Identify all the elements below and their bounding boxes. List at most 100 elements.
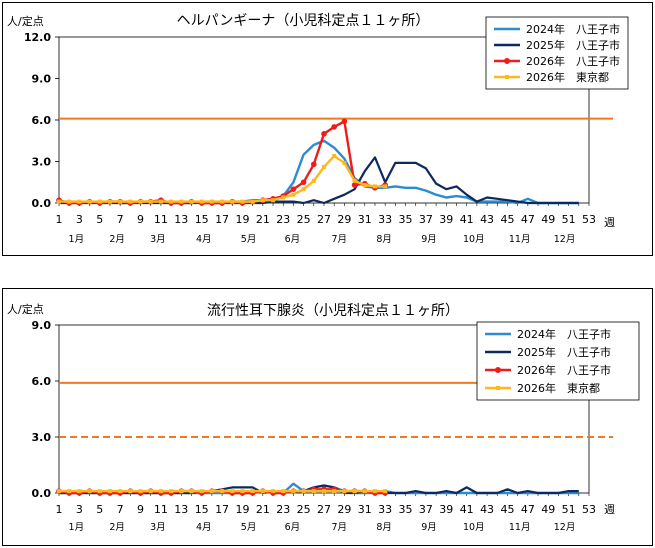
point-2026-tokyo <box>107 199 112 204</box>
legend-label-2024-hachioji: 2024年 八王子市 <box>517 327 611 341</box>
month-label: 2月 <box>109 522 125 533</box>
x-tick-label: 15 <box>195 503 209 516</box>
x-week-label: 週 <box>604 503 615 516</box>
point-2026-tokyo <box>179 489 184 494</box>
point-2026-hachioji <box>341 118 348 125</box>
point-2026-tokyo <box>342 489 347 494</box>
series-line-2026-tokyo <box>59 154 386 203</box>
point-2026-tokyo <box>372 184 377 189</box>
x-tick-label: 11 <box>154 503 168 516</box>
point-2026-tokyo <box>230 199 235 204</box>
point-2026-tokyo <box>332 153 337 158</box>
month-label: 1月 <box>69 234 85 245</box>
x-tick-label: 43 <box>480 503 494 516</box>
point-2026-tokyo <box>77 199 82 204</box>
helpangina-chart-panel: ヘルパンギーナ（小児科定点１１ヶ所） 人/定点 週 0.0 3.0 6.0 9.0 12… <box>2 2 653 256</box>
point-2026-tokyo <box>291 192 296 197</box>
month-label: 3月 <box>150 522 166 533</box>
month-label: 6月 <box>285 522 301 533</box>
point-2026-tokyo <box>87 489 92 494</box>
x-tick-label: 35 <box>399 213 413 226</box>
y-unit-label: 人/定点 <box>7 302 44 316</box>
point-2026-hachioji <box>321 131 327 137</box>
point-2026-tokyo <box>230 489 235 494</box>
point-2026-tokyo <box>291 489 296 494</box>
x-tick-label: 9 <box>137 213 144 226</box>
x-tick-label: 29 <box>337 503 351 516</box>
point-2026-tokyo <box>342 160 347 165</box>
x-tick-label: 45 <box>500 503 514 516</box>
y-tick-label: 0.0 <box>32 197 52 210</box>
month-label: 4月 <box>196 234 212 245</box>
legend: 2024年 八王子市 2025年 八王子市 2026年 八王子市 2026年 東京都 <box>476 321 640 401</box>
point-2026-tokyo <box>240 489 245 494</box>
x-tick-label: 13 <box>174 503 188 516</box>
point-2026-tokyo <box>128 199 133 204</box>
x-tick-label: 51 <box>562 503 576 516</box>
helpangina-chart: ヘルパンギーナ（小児科定点１１ヶ所） 人/定点 週 0.03.06.09.012… <box>7 13 629 245</box>
x-week-label: 週 <box>604 216 615 229</box>
point-2026-tokyo <box>281 489 286 494</box>
chart-title: ヘルパンギーナ（小児科定点１１ヶ所） <box>177 13 430 29</box>
x-tick-label: 3 <box>76 503 83 516</box>
month-label: 7月 <box>332 234 348 245</box>
y-tick-label: 3.0 <box>32 431 52 444</box>
x-tick-label: 35 <box>399 503 413 516</box>
x-tick-label: 5 <box>96 503 103 516</box>
x-tick-label: 43 <box>480 213 494 226</box>
y-tick-label: 12.0 <box>24 31 51 44</box>
x-tick-label: 49 <box>541 213 555 226</box>
point-2026-hachioji <box>290 186 297 192</box>
point-2026-hachioji <box>300 179 307 186</box>
legend: 2024年 八王子市 2025年 八王子市 2026年 八王子市 2026年 東京都 <box>485 16 629 90</box>
x-tick-label: 41 <box>460 213 474 226</box>
x-tick-label: 5 <box>96 213 103 226</box>
point-2026-tokyo <box>189 199 194 204</box>
x-tick-label: 7 <box>117 213 124 226</box>
x-tick-label: 23 <box>276 213 290 226</box>
point-2026-tokyo <box>169 489 174 494</box>
legend-marker-2026-tokyo <box>505 75 509 79</box>
x-tick-label: 37 <box>419 503 433 516</box>
x-tick-label: 1 <box>56 503 63 516</box>
point-2026-tokyo <box>77 489 82 494</box>
month-label: 5月 <box>241 234 257 245</box>
x-tick-label: 1 <box>56 213 63 226</box>
month-label: 11月 <box>509 522 531 533</box>
x-tick-label: 19 <box>235 213 249 226</box>
x-tick-label: 27 <box>317 503 331 516</box>
x-tick-label: 29 <box>337 213 351 226</box>
point-2026-tokyo <box>322 489 326 494</box>
month-label: 10月 <box>463 234 485 245</box>
point-2026-tokyo <box>67 199 72 204</box>
point-2026-tokyo <box>271 489 276 494</box>
point-2026-tokyo <box>332 489 337 494</box>
month-label: 9月 <box>421 234 437 245</box>
point-2026-tokyo <box>311 489 316 494</box>
point-2026-tokyo <box>118 489 123 494</box>
x-tick-label: 25 <box>297 213 311 226</box>
legend-marker-2026-hachioji <box>495 367 501 373</box>
point-2026-tokyo <box>199 199 204 204</box>
x-tick-label: 3 <box>76 213 83 226</box>
x-tick-label: 41 <box>460 503 474 516</box>
x-tick-label: 13 <box>174 213 188 226</box>
point-2026-tokyo <box>148 489 153 494</box>
point-2026-tokyo <box>383 489 388 494</box>
point-2026-tokyo <box>87 199 92 204</box>
y-tick-label: 6.0 <box>32 375 52 388</box>
point-2026-tokyo <box>362 183 367 188</box>
point-2026-tokyo <box>57 199 61 204</box>
x-tick-label: 33 <box>378 213 392 226</box>
point-2026-tokyo <box>128 489 133 494</box>
x-tick-label: 47 <box>521 503 535 516</box>
point-2026-tokyo <box>179 199 184 204</box>
point-2026-hachioji <box>351 182 358 188</box>
x-tick-label: 51 <box>562 213 576 226</box>
point-2026-tokyo <box>220 199 225 204</box>
month-label: 3月 <box>150 234 166 245</box>
legend-label-2025-hachioji: 2025年 八王子市 <box>517 345 611 359</box>
point-2026-tokyo <box>311 178 316 183</box>
point-2026-tokyo <box>301 187 306 192</box>
point-2026-tokyo <box>383 184 388 189</box>
